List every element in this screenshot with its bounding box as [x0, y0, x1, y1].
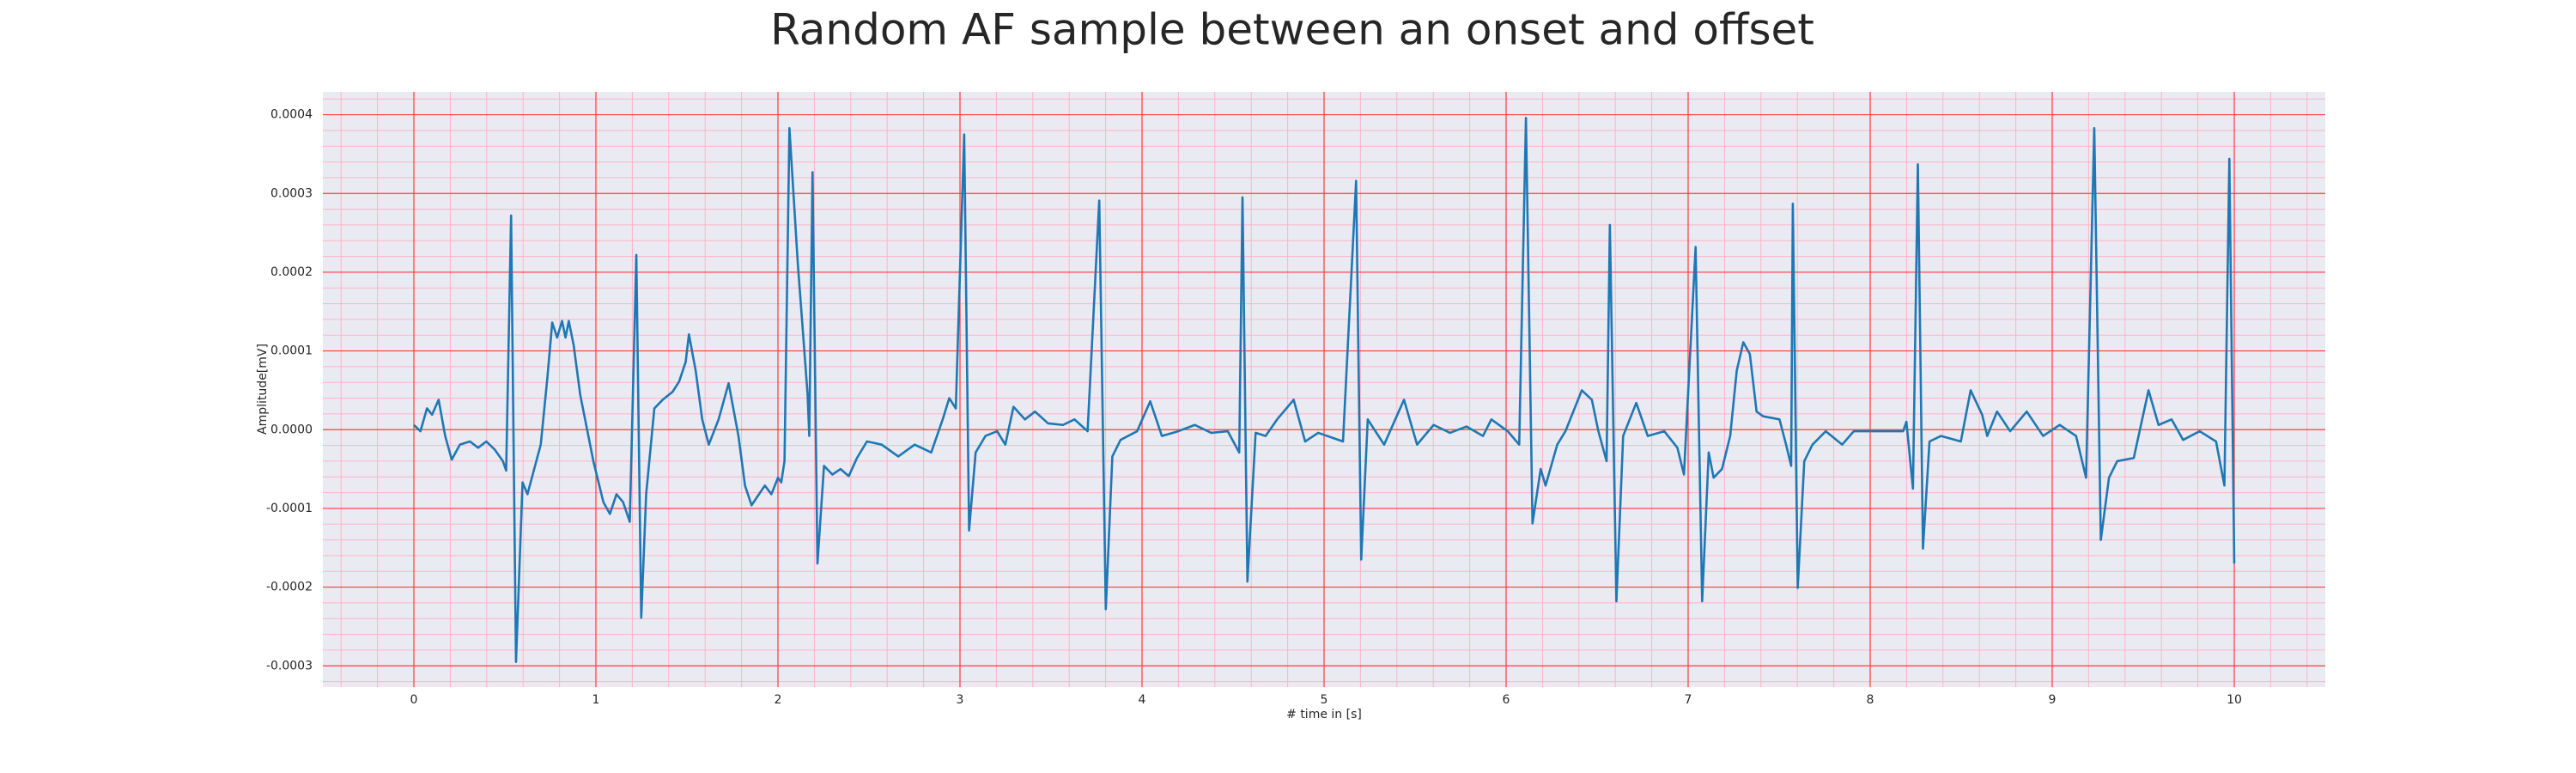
- y-tick-label: 0.0003: [270, 186, 313, 200]
- x-tick-label: 3: [957, 693, 964, 707]
- y-axis-label: Amplitude[mV]: [256, 344, 270, 435]
- y-tick-label: -0.0002: [266, 581, 313, 594]
- x-tick-label: 5: [1321, 693, 1328, 707]
- x-tick-label: 6: [1503, 693, 1510, 707]
- x-axis-label: # time in [s]: [1286, 708, 1362, 721]
- x-tick-label: 0: [410, 693, 418, 707]
- y-tick-label: -0.0003: [266, 659, 313, 673]
- chart-title: Random AF sample between an onset and of…: [770, 5, 1814, 55]
- y-tick-label: 0.0001: [270, 344, 313, 358]
- y-tick-label: 0.0002: [270, 265, 313, 279]
- x-tick-label: 10: [2227, 693, 2242, 707]
- y-tick-label: -0.0001: [266, 502, 313, 515]
- data-line: [413, 116, 2236, 663]
- x-tick-label: 7: [1685, 693, 1692, 707]
- x-tick-label: 2: [775, 693, 782, 707]
- x-tick-label: 1: [592, 693, 600, 707]
- x-tick-label: 8: [1867, 693, 1874, 707]
- y-tick-label: 0.0000: [270, 423, 313, 436]
- y-tick-label: 0.0004: [270, 108, 313, 122]
- x-tick-label: 9: [2049, 693, 2057, 707]
- x-tick-label: 4: [1139, 693, 1146, 707]
- grid: [323, 92, 2325, 687]
